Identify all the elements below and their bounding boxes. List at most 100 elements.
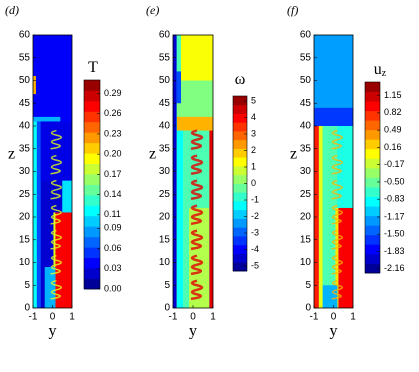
colorbar-segment	[84, 194, 100, 206]
colorbar-segment	[233, 236, 247, 246]
y-tick-label: 5	[305, 280, 311, 291]
colorbar-segment	[84, 174, 100, 185]
colorbar-segment	[365, 158, 380, 169]
field-region	[36, 121, 41, 308]
y-tick-label: 10	[159, 257, 171, 268]
field-region	[177, 121, 183, 308]
colorbar-label-main: ω	[235, 71, 246, 88]
y-tick-label: 40	[19, 121, 31, 132]
colorbar-segment	[365, 139, 380, 150]
field-region	[33, 116, 61, 122]
field-region	[322, 285, 338, 308]
colorbar-tick-label: -1	[251, 194, 259, 204]
colorbar-tick-label: 0.29	[104, 88, 122, 98]
x-tick-label: 0	[50, 312, 56, 323]
colorbar-tick-label: 0	[251, 178, 256, 188]
y-tick-label: 40	[300, 121, 312, 132]
colorbar-tick-label: -1.17	[384, 211, 405, 221]
colorbar-segment	[365, 167, 380, 178]
colorbar-segment	[233, 122, 247, 132]
y-tick-label: 45	[19, 98, 31, 109]
colorbar-segment	[365, 177, 380, 188]
colorbar-segment	[233, 166, 247, 176]
field-region	[33, 75, 36, 95]
y-tick-label: 60	[19, 30, 31, 41]
panel-label: (e)	[146, 3, 159, 17]
colorbar-segment	[365, 187, 380, 197]
colorbar-tick-label: 0.11	[104, 209, 121, 219]
field-streak	[190, 129, 204, 150]
colorbar-segment	[84, 278, 100, 290]
colorbar-frame	[364, 81, 381, 274]
field-region	[335, 207, 339, 308]
colorbar-segment	[365, 148, 380, 159]
colorbar-label-sub: z	[382, 68, 387, 79]
field-region	[314, 107, 353, 126]
field-streak	[50, 129, 63, 150]
colorbar-tick-label: -0.83	[384, 194, 405, 204]
field-streak	[50, 229, 63, 250]
y-tick-label: 55	[159, 52, 171, 63]
colorbar-segment	[84, 163, 100, 175]
colorbar-segment	[84, 142, 100, 154]
field-streak	[331, 229, 344, 250]
colorbar-segment	[233, 192, 247, 202]
colorbar-tick-label: 0.06	[104, 243, 122, 253]
colorbar-segment	[84, 111, 100, 123]
colorbar-segment	[84, 257, 100, 269]
colorbar-segment	[233, 218, 247, 228]
colorbar-tick-label: -4	[251, 244, 259, 254]
colorbar-tick-label: -0.50	[384, 176, 405, 186]
x-tick-label: -1	[310, 312, 319, 323]
colorbar-segment	[233, 244, 247, 254]
x-tick-label: 1	[210, 312, 216, 323]
field-region	[33, 121, 37, 308]
field-region	[176, 71, 181, 104]
y-tick-label: 50	[159, 75, 171, 86]
colorbar-label: uz	[374, 61, 387, 80]
panel-label: (f)	[287, 3, 298, 17]
y-axis-label: z	[8, 146, 15, 163]
y-tick-label: 55	[19, 52, 31, 63]
colorbar-tick-label: 0.03	[104, 263, 122, 273]
y-tick-label: 20	[300, 212, 312, 223]
field-streak	[190, 229, 204, 251]
y-tick-label: 20	[19, 212, 31, 223]
colorbar-segment	[365, 253, 380, 264]
colorbar-tick-label: 0.14	[104, 189, 122, 199]
y-tick-label: 15	[19, 234, 31, 245]
field-region	[338, 207, 353, 308]
y-tick-label: 25	[159, 189, 171, 200]
colorbar-segment	[233, 96, 247, 106]
colorbar-segment	[233, 227, 247, 237]
colorbar-segment	[84, 247, 100, 259]
colorbar-tick-label: 0.23	[104, 128, 122, 138]
y-tick-label: 45	[159, 98, 171, 109]
x-tick-label: 0	[331, 312, 337, 323]
field-region	[318, 121, 323, 308]
colorbar-label-main: u	[374, 61, 382, 78]
colorbar-segment	[233, 139, 247, 149]
y-tick-label: 35	[19, 143, 31, 154]
x-tick-label: 1	[69, 312, 75, 323]
colorbar-segment	[84, 80, 100, 91]
field-streak	[331, 254, 344, 275]
colorbar-segment	[233, 183, 247, 193]
y-tick-label: 30	[19, 166, 31, 177]
y-tick-label: 50	[300, 75, 312, 86]
y-tick-label: 5	[164, 280, 170, 291]
y-tick-label: 50	[19, 75, 31, 86]
field-streak	[331, 279, 344, 300]
colorbar-tick-label: 2	[251, 145, 256, 155]
colorbar-segment	[365, 215, 380, 226]
colorbar-segment	[84, 226, 100, 238]
y-tick-label: 40	[159, 121, 171, 132]
x-tick-label: 0	[190, 312, 196, 323]
y-tick-label: 45	[300, 98, 312, 109]
x-tick-label: 1	[350, 312, 356, 323]
x-tick-label: -1	[169, 312, 178, 323]
field-streak	[50, 279, 63, 300]
